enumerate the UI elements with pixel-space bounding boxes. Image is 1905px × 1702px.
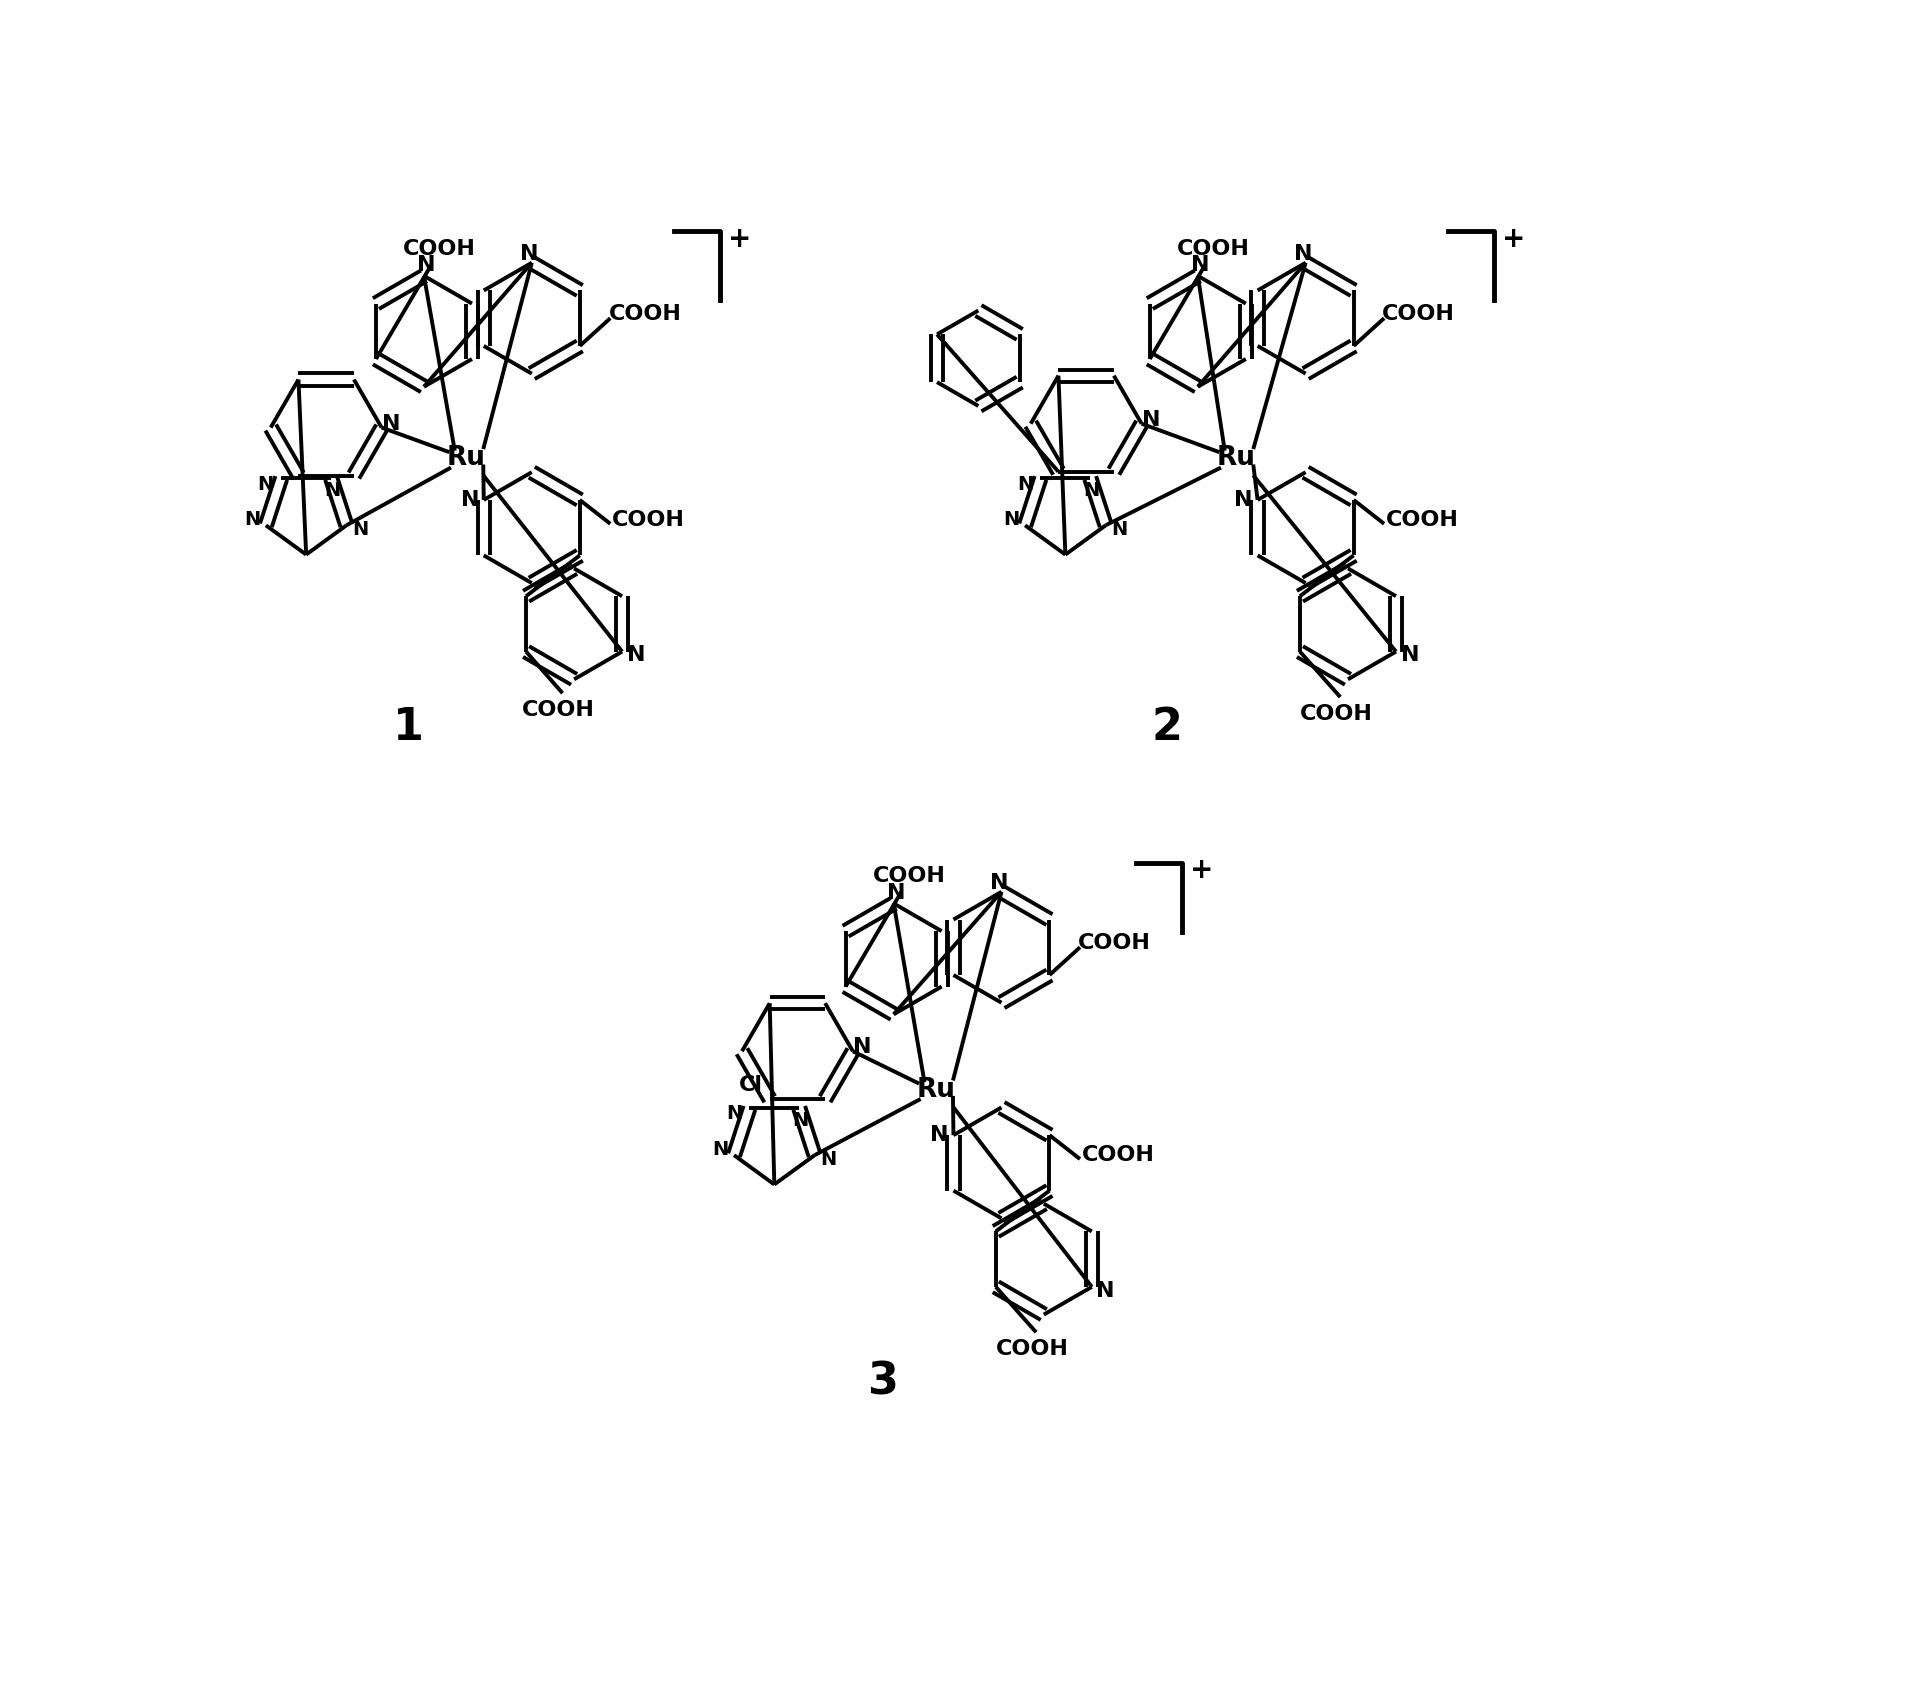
Text: COOH: COOH — [402, 238, 476, 259]
Text: Ru: Ru — [1215, 446, 1255, 471]
Text: N: N — [1002, 509, 1019, 529]
Text: N: N — [989, 873, 1008, 892]
Text: N: N — [886, 883, 905, 902]
Text: N: N — [792, 1111, 808, 1130]
Text: N: N — [381, 414, 400, 434]
Text: N: N — [930, 1125, 949, 1145]
Text: N: N — [1191, 255, 1210, 276]
Text: 1: 1 — [392, 706, 423, 749]
Text: Ru: Ru — [916, 1077, 954, 1103]
Text: N: N — [352, 519, 368, 538]
Text: COOH: COOH — [1381, 305, 1455, 325]
Text: N: N — [627, 645, 646, 665]
Text: N: N — [1400, 645, 1419, 665]
Text: COOH: COOH — [1175, 238, 1250, 259]
Text: 2: 2 — [1151, 706, 1181, 749]
Text: N: N — [1017, 475, 1033, 494]
Text: N: N — [852, 1038, 871, 1057]
Text: N: N — [1234, 490, 1252, 511]
Text: N: N — [712, 1140, 728, 1159]
Text: COOH: COOH — [1299, 705, 1372, 723]
Text: N: N — [1111, 519, 1128, 538]
Text: N: N — [726, 1105, 741, 1123]
Text: COOH: COOH — [994, 1339, 1069, 1360]
Text: N: N — [520, 243, 539, 264]
Text: N: N — [1084, 480, 1099, 500]
Text: N: N — [257, 475, 274, 494]
Text: Cl: Cl — [737, 1076, 762, 1096]
Text: Ru: Ru — [446, 446, 486, 471]
Text: COOH: COOH — [1082, 1145, 1154, 1166]
Text: N: N — [1141, 410, 1160, 431]
Text: N: N — [1293, 243, 1313, 264]
Text: N: N — [1095, 1280, 1114, 1300]
Text: COOH: COOH — [1385, 511, 1459, 529]
Text: COOH: COOH — [1078, 933, 1151, 953]
Text: N: N — [819, 1149, 836, 1169]
Text: +: + — [1189, 856, 1213, 885]
Text: COOH: COOH — [612, 511, 686, 529]
Text: N: N — [461, 490, 478, 511]
Text: N: N — [324, 480, 341, 500]
Text: COOH: COOH — [522, 700, 594, 720]
Text: COOH: COOH — [608, 305, 680, 325]
Text: 3: 3 — [867, 1362, 897, 1404]
Text: +: + — [1501, 225, 1524, 254]
Text: COOH: COOH — [872, 866, 945, 887]
Text: +: + — [728, 225, 751, 254]
Text: N: N — [417, 255, 436, 276]
Text: N: N — [244, 509, 259, 529]
